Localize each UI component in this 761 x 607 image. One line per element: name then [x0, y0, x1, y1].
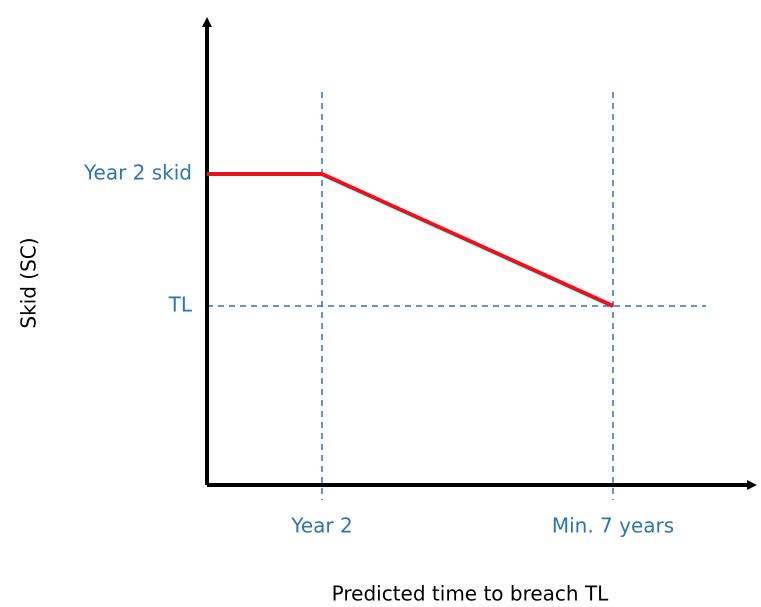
skid-line: [207, 172, 614, 308]
x-label: Year 2: [290, 514, 352, 538]
y-label: Year 2 skid: [83, 161, 192, 185]
y-label: TL: [168, 293, 193, 317]
y-axis-title: Skid (SC): [17, 237, 41, 328]
x-label: Min. 7 years: [552, 514, 674, 538]
x-axis-title: Predicted time to breach TL: [332, 582, 610, 606]
